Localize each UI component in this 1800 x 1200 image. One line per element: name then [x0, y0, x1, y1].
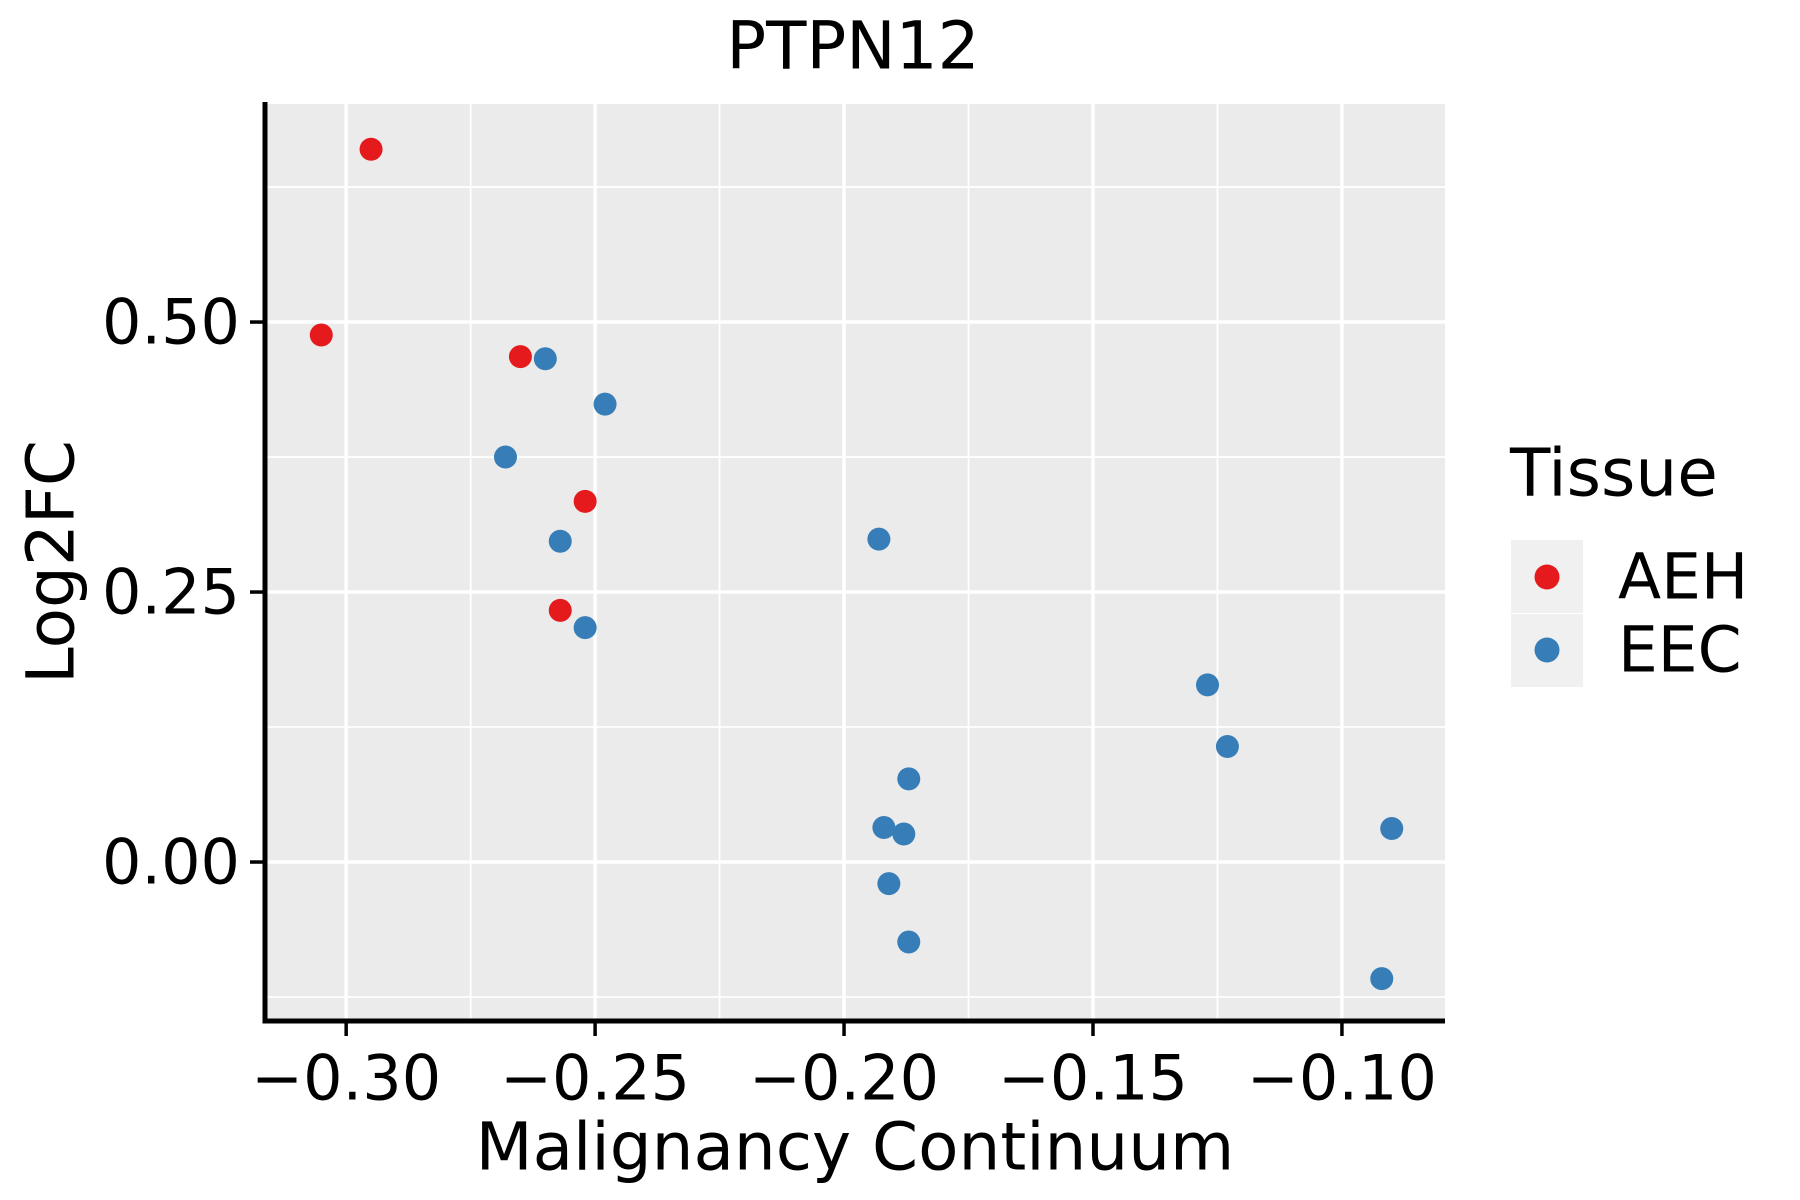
- legend-item-aeh: AEH: [1511, 540, 1748, 614]
- legend-marker-eec-icon: [1534, 637, 1560, 663]
- data-point-eec: [1196, 673, 1220, 697]
- chart-layers: −0.30 −0.25 −0.20 −0.15 −0.10 0.00 0.25 0.50: [102, 102, 1445, 1115]
- data-point-eec: [593, 392, 617, 416]
- data-point-eec: [1380, 817, 1404, 841]
- y-tick-label: 0.25: [102, 556, 240, 629]
- data-point-eec: [548, 529, 572, 553]
- plot-title: PTPN12: [726, 8, 979, 85]
- x-axis-title: Malignancy Continuum: [476, 1109, 1235, 1186]
- legend-title: Tissue: [1509, 435, 1718, 512]
- data-point-eec: [867, 527, 891, 551]
- y-tick-label: 0.50: [102, 286, 240, 359]
- legend: Tissue AEH EEC: [1509, 435, 1748, 687]
- data-point-eec: [573, 616, 597, 640]
- data-point-eec: [1370, 967, 1394, 991]
- x-tick-label: −0.30: [251, 1042, 441, 1115]
- x-tick-label: −0.25: [500, 1042, 690, 1115]
- y-axis-title: Log2FC: [13, 440, 90, 684]
- data-point-eec: [877, 872, 901, 896]
- x-tick-label: −0.15: [998, 1042, 1188, 1115]
- plot-panel: [265, 104, 1445, 1021]
- data-point-eec: [533, 347, 557, 371]
- data-point-aeh: [548, 598, 572, 622]
- legend-item-eec: EEC: [1511, 614, 1742, 687]
- x-tick-label: −0.20: [749, 1042, 939, 1115]
- data-point-eec: [1215, 734, 1239, 758]
- data-point-aeh: [573, 489, 597, 513]
- data-point-eec: [493, 445, 517, 469]
- legend-marker-aeh-icon: [1534, 564, 1560, 590]
- legend-item-label: AEH: [1618, 541, 1748, 614]
- x-tick-label: −0.10: [1247, 1042, 1437, 1115]
- y-tick-label: 0.00: [102, 826, 240, 899]
- data-point-eec: [892, 822, 916, 846]
- data-point-eec: [872, 815, 896, 839]
- data-point-aeh: [309, 323, 333, 347]
- data-point-aeh: [508, 345, 532, 369]
- data-point-eec: [897, 930, 921, 954]
- data-point-aeh: [359, 137, 383, 161]
- legend-item-label: EEC: [1618, 614, 1742, 687]
- data-point-eec: [897, 767, 921, 791]
